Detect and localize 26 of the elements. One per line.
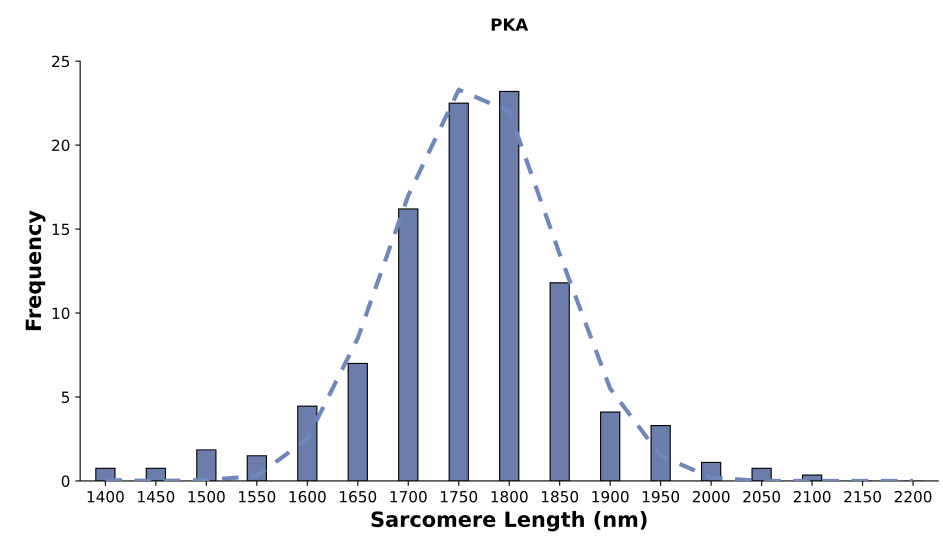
x-tick-label: 1700 xyxy=(390,490,427,502)
x-tick-label: 1500 xyxy=(188,490,225,502)
x-axis-title: Sarcomere Length (nm) xyxy=(372,511,647,532)
x-tick-label: 1900 xyxy=(592,490,629,502)
x-tick-label: 1550 xyxy=(239,490,276,502)
x-tick-label: 2100 xyxy=(794,490,831,502)
x-tick-label: 1850 xyxy=(542,490,578,502)
x-tick-label: 1950 xyxy=(642,490,680,502)
x-tick-label: 1800 xyxy=(491,490,528,502)
y-tick-label: 10 xyxy=(52,307,70,320)
chart-title: PKA xyxy=(492,18,528,31)
x-tick-label: 1600 xyxy=(290,490,326,502)
x-tick-label: 1400 xyxy=(88,490,124,502)
y-tick-label: 5 xyxy=(62,392,70,404)
x-tick-label: 2150 xyxy=(844,490,881,502)
x-tick-label: 1750 xyxy=(440,490,478,502)
x-tick-label: 2200 xyxy=(894,490,932,502)
y-axis-title: Frequency xyxy=(26,210,46,330)
y-tick-label: 15 xyxy=(52,224,70,236)
x-tick-label: 2050 xyxy=(743,490,780,502)
x-tick-label: 1650 xyxy=(340,490,376,502)
x-tick-label: 1450 xyxy=(138,490,174,502)
y-tick-label: 20 xyxy=(52,140,70,152)
y-tick-label: 25 xyxy=(52,56,70,68)
x-tick-label: 2000 xyxy=(692,490,730,502)
y-tick-label: 0 xyxy=(62,475,70,487)
